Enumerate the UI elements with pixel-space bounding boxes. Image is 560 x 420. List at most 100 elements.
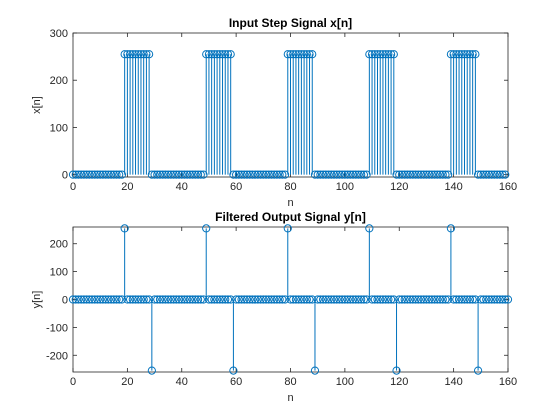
input-stem-marker — [291, 50, 301, 59]
output-xtick-label: 160 — [499, 376, 517, 388]
input-stem-marker — [444, 170, 453, 179]
input-stem-marker — [324, 170, 333, 179]
input-stem-marker — [340, 170, 349, 179]
input-stem-marker — [395, 170, 404, 179]
output-xtick-label: 80 — [284, 376, 296, 388]
input-stem-marker — [242, 170, 252, 179]
input-stem-marker — [471, 50, 480, 59]
input-stem-marker — [131, 50, 140, 59]
input-stem-marker — [245, 170, 254, 179]
input-stem-marker — [408, 170, 417, 179]
input-stem-marker — [112, 170, 121, 179]
output-stem-marker — [359, 295, 369, 304]
input-stem-marker — [68, 170, 78, 179]
input-stem-marker — [427, 170, 436, 179]
input-stem-marker — [283, 50, 292, 59]
input-stem-marker — [261, 170, 271, 179]
input-stem-marker — [460, 50, 469, 59]
input-stem-marker — [134, 50, 143, 59]
input-stem-marker — [498, 170, 507, 179]
output-stem-marker — [376, 295, 385, 304]
input-stem-marker — [125, 50, 135, 59]
input-stem-marker — [142, 50, 151, 59]
output-stem-marker — [155, 295, 165, 304]
output-stem-marker — [240, 295, 249, 304]
output-stem-marker — [68, 295, 78, 304]
output-stem-marker — [460, 295, 469, 304]
output-xtick-label: 20 — [121, 376, 133, 388]
output-stem-marker — [406, 295, 415, 304]
input-xtick-label: 0 — [70, 181, 76, 193]
input-stem-marker — [98, 170, 108, 179]
output-stem-marker — [487, 295, 496, 304]
output-stem-marker — [299, 295, 309, 304]
output-stem-marker — [123, 295, 132, 304]
output-stem-marker — [395, 295, 404, 304]
input-stem-marker — [327, 170, 336, 179]
input-stem-marker — [297, 50, 306, 59]
output-stem-marker — [495, 295, 504, 304]
input-stem-marker — [501, 170, 510, 179]
output-stem-marker — [435, 295, 445, 304]
output-stem-marker — [125, 295, 135, 304]
input-stem-marker — [313, 170, 322, 179]
output-stem-marker — [411, 295, 420, 304]
output-stem-marker — [204, 295, 214, 304]
input-stem-marker — [82, 170, 91, 179]
output-xtick-label: 0 — [70, 376, 76, 388]
input-chart-title: Input Step Signal x[n] — [229, 16, 352, 30]
output-stem-marker — [93, 295, 102, 304]
input-stem-marker — [484, 170, 494, 179]
input-stem-marker — [234, 170, 243, 179]
output-ytick-label: 0 — [62, 295, 68, 307]
output-stem-marker — [297, 295, 306, 304]
input-stem-marker — [136, 50, 146, 59]
output-stem-marker — [340, 295, 349, 304]
input-stem-marker — [145, 50, 154, 59]
output-stem-marker — [408, 295, 417, 304]
input-stem-marker — [310, 170, 320, 179]
input-stem-marker — [90, 170, 99, 179]
input-stem-marker — [210, 50, 219, 59]
output-stem-marker — [264, 295, 273, 304]
input-stem-marker — [367, 50, 377, 59]
output-stem-marker — [104, 295, 113, 304]
input-ytick-label: 100 — [50, 122, 68, 134]
input-stem-marker — [438, 170, 447, 179]
output-stem-marker — [90, 295, 99, 304]
output-stem-marker — [134, 295, 143, 304]
output-stem-marker — [272, 295, 282, 304]
filtered-output-plot: 0 20 40 60 80 100 120 140 160 -200 -100 0 100 200 Filt… — [31, 210, 517, 404]
output-stem-marker — [77, 295, 86, 304]
output-stem-marker — [335, 295, 344, 304]
input-stem-marker — [204, 50, 214, 59]
input-stem-marker — [435, 170, 445, 179]
output-stem-marker — [501, 295, 510, 304]
output-stem-marker — [444, 295, 453, 304]
input-stem-marker — [232, 170, 241, 179]
input-stem-marker — [272, 170, 282, 179]
output-stem-marker — [174, 295, 184, 304]
output-stem-marker — [425, 295, 434, 304]
output-stem-marker — [237, 295, 246, 304]
output-stem-marker — [449, 295, 458, 304]
input-stem-marker — [294, 50, 303, 59]
input-stem-marker — [101, 170, 110, 179]
output-stem-marker — [164, 295, 173, 304]
output-stem-marker — [319, 295, 328, 304]
input-stem-marker — [115, 170, 124, 179]
input-stem-marker — [85, 170, 94, 179]
output-stem-marker — [158, 295, 167, 304]
input-stem-marker — [414, 170, 423, 179]
output-stem-marker — [280, 295, 290, 304]
input-stem-marker — [348, 170, 358, 179]
output-stem-marker — [142, 295, 151, 304]
output-stem-marker — [305, 295, 314, 304]
output-stem-marker — [153, 295, 162, 304]
input-stem-marker — [128, 50, 137, 59]
output-stem-marker — [234, 295, 243, 304]
input-stem-marker — [229, 170, 238, 179]
output-stem-marker — [446, 224, 456, 233]
output-stem-marker — [85, 295, 94, 304]
